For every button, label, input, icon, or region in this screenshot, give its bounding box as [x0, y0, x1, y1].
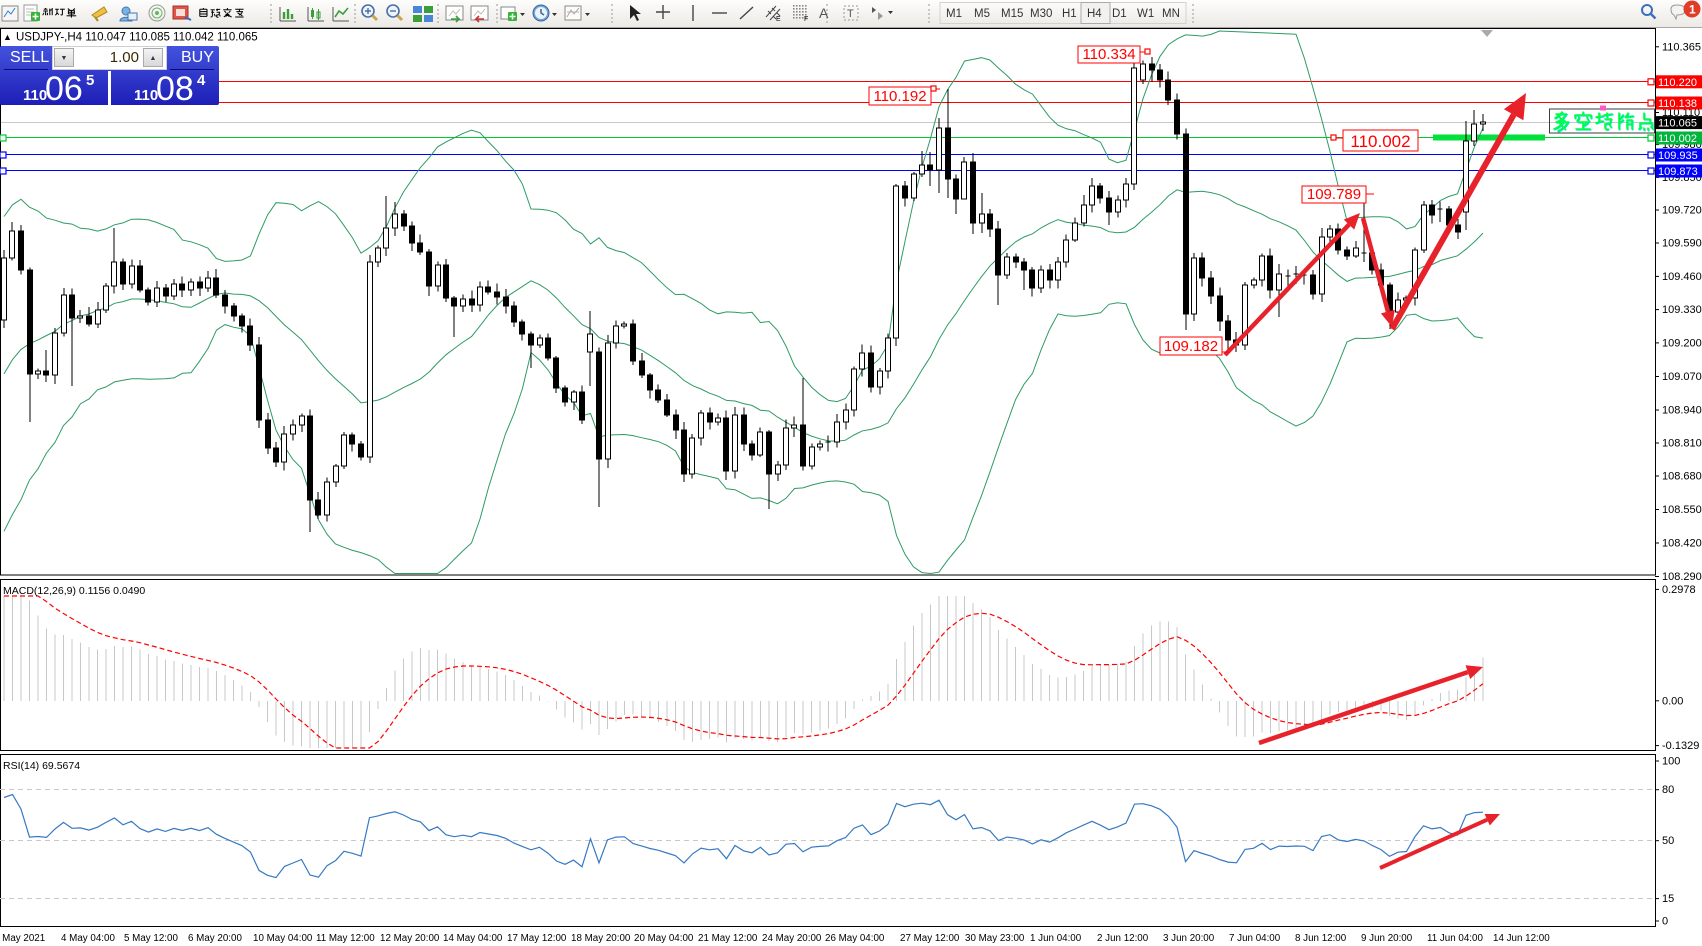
svg-text:26 May 04:00: 26 May 04:00 — [825, 933, 885, 944]
svg-text:109.330: 109.330 — [1662, 304, 1702, 316]
svg-text:18 May 20:00: 18 May 20:00 — [571, 933, 631, 944]
svg-text:30 May 23:00: 30 May 23:00 — [965, 933, 1025, 944]
svg-text:8 Jun 12:00: 8 Jun 12:00 — [1295, 933, 1347, 944]
svg-text:109.200: 109.200 — [1662, 337, 1702, 349]
svg-text:110.365: 110.365 — [1662, 41, 1701, 53]
svg-text:12 May 20:00: 12 May 20:00 — [380, 933, 440, 944]
svg-text:H1: H1 — [1062, 8, 1077, 20]
svg-text:110.192: 110.192 — [873, 88, 926, 105]
svg-text:4 May 04:00: 4 May 04:00 — [61, 933, 115, 944]
svg-text:109.590: 109.590 — [1662, 238, 1702, 250]
svg-text:-0.1329: -0.1329 — [1662, 740, 1699, 752]
svg-text:27 May 12:00: 27 May 12:00 — [900, 933, 960, 944]
svg-text:108.680: 108.680 — [1662, 471, 1702, 483]
svg-text:▲: ▲ — [3, 32, 12, 42]
svg-text:108.420: 108.420 — [1662, 538, 1702, 550]
svg-text:108.940: 108.940 — [1662, 405, 1702, 417]
svg-text:W1: W1 — [1137, 8, 1154, 20]
svg-text:2 Jun 12:00: 2 Jun 12:00 — [1097, 933, 1149, 944]
svg-text:A: A — [819, 5, 829, 21]
svg-text:RSI(14) 69.5674: RSI(14) 69.5674 — [3, 760, 80, 772]
svg-text:USDJPY-,H4 110.047 110.085 11: USDJPY-,H4 110.047 110.085 110.042 110.0… — [16, 32, 258, 44]
svg-text:108.290: 108.290 — [1662, 571, 1702, 583]
svg-text:11 Jun 04:00: 11 Jun 04:00 — [1427, 933, 1483, 944]
svg-text:0.2978: 0.2978 — [1662, 584, 1696, 596]
svg-text:15: 15 — [1662, 893, 1674, 905]
svg-text:80: 80 — [1662, 784, 1674, 796]
svg-text:1 Jun 04:00: 1 Jun 04:00 — [1030, 933, 1082, 944]
svg-text:M1: M1 — [946, 8, 962, 20]
svg-text:10 May 04:00: 10 May 04:00 — [253, 933, 313, 944]
svg-text:100: 100 — [1662, 756, 1680, 768]
svg-text:108.810: 108.810 — [1662, 438, 1702, 450]
svg-text:109.789: 109.789 — [1307, 186, 1361, 203]
svg-text:109.182: 109.182 — [1164, 338, 1218, 355]
svg-text:H4: H4 — [1087, 8, 1102, 20]
svg-text:M30: M30 — [1030, 8, 1052, 20]
svg-text:17 May 12:00: 17 May 12:00 — [507, 933, 567, 944]
svg-text:0: 0 — [1662, 916, 1668, 928]
svg-text:6 May 20:00: 6 May 20:00 — [188, 933, 242, 944]
svg-text:0.00: 0.00 — [1662, 695, 1683, 707]
svg-text:110.002: 110.002 — [1658, 133, 1697, 145]
svg-text:5 May 12:00: 5 May 12:00 — [124, 933, 178, 944]
svg-text:110.065: 110.065 — [1658, 118, 1697, 130]
svg-text:2 May 2021: 2 May 2021 — [0, 933, 45, 944]
svg-text:110.110: 110.110 — [1662, 107, 1700, 119]
svg-text:11 May 12:00: 11 May 12:00 — [316, 933, 375, 944]
svg-text:109.070: 109.070 — [1662, 371, 1702, 383]
svg-text:MN: MN — [1162, 8, 1180, 20]
svg-text:E: E — [776, 16, 781, 23]
svg-text:110.334: 110.334 — [1082, 46, 1135, 63]
svg-text:20 May 04:00: 20 May 04:00 — [634, 933, 694, 944]
svg-text:7 Jun 04:00: 7 Jun 04:00 — [1229, 933, 1281, 944]
svg-text:1: 1 — [1689, 3, 1696, 17]
svg-text:110.002: 110.002 — [1350, 132, 1410, 151]
svg-text:D1: D1 — [1112, 8, 1127, 20]
svg-text:3 Jun 20:00: 3 Jun 20:00 — [1163, 933, 1215, 944]
svg-text:109.720: 109.720 — [1662, 205, 1702, 217]
svg-text:T: T — [847, 8, 854, 20]
svg-text:24 May 20:00: 24 May 20:00 — [762, 933, 822, 944]
svg-text:M5: M5 — [974, 8, 990, 20]
svg-text:MACD(12,26,9) 0.1156 0.0490: MACD(12,26,9) 0.1156 0.0490 — [3, 585, 145, 597]
svg-text:9 Jun 20:00: 9 Jun 20:00 — [1361, 933, 1413, 944]
svg-text:50: 50 — [1662, 835, 1674, 847]
svg-text:109.873: 109.873 — [1658, 166, 1698, 178]
svg-text:110.138: 110.138 — [1658, 98, 1697, 110]
svg-text:108.550: 108.550 — [1662, 504, 1702, 516]
svg-text:14 Jun 12:00: 14 Jun 12:00 — [1493, 933, 1550, 944]
svg-text:F: F — [804, 16, 808, 23]
svg-text:109.935: 109.935 — [1658, 150, 1698, 162]
svg-text:109.460: 109.460 — [1662, 271, 1702, 283]
svg-text:21 May 12:00: 21 May 12:00 — [698, 933, 758, 944]
svg-text:110.220: 110.220 — [1658, 77, 1697, 89]
svg-text:M15: M15 — [1001, 8, 1023, 20]
svg-text:14 May 04:00: 14 May 04:00 — [443, 933, 503, 944]
